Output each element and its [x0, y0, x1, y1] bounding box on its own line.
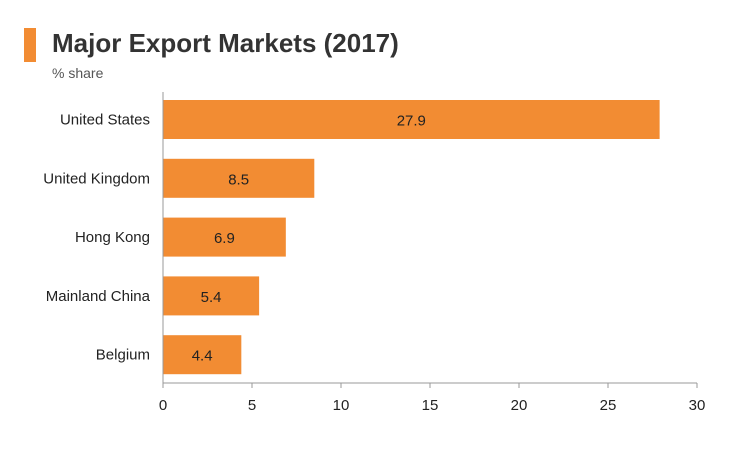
x-tick-label: 5 [248, 397, 256, 414]
x-tick-label: 10 [333, 397, 350, 414]
x-tick-label: 30 [689, 397, 706, 414]
chart-subtitle: % share [52, 65, 104, 81]
value-label: 6.9 [214, 230, 235, 247]
bar-united-states [163, 100, 660, 139]
category-labels: United States United Kingdom Hong Kong Main… [43, 112, 150, 364]
category-label: United States [60, 112, 150, 129]
value-label: 27.9 [397, 113, 426, 130]
value-label: 8.5 [228, 171, 249, 188]
title-accent-bar [24, 28, 36, 62]
bar-mainland-china [163, 276, 260, 316]
category-label: Belgium [96, 347, 150, 364]
category-label: Hong Kong [75, 229, 150, 246]
x-tick-label: 0 [159, 397, 167, 414]
category-label: United Kingdom [43, 170, 150, 187]
value-labels: 27.9 8.5 6.9 5.4 4.4 [192, 113, 426, 365]
x-axis: 0 5 10 15 20 25 30 [159, 92, 706, 414]
bar-hong-kong [163, 217, 286, 257]
x-tick-label: 20 [511, 397, 528, 414]
x-tick-label: 25 [600, 397, 617, 414]
value-label: 5.4 [201, 289, 222, 306]
bar-united-kingdom [163, 158, 315, 198]
bar-belgium [163, 335, 242, 375]
category-label: Mainland China [46, 288, 151, 305]
bars-group [163, 100, 660, 375]
chart-title: Major Export Markets (2017) [52, 28, 399, 58]
x-tick-label: 15 [422, 397, 439, 414]
value-label: 4.4 [192, 348, 213, 365]
